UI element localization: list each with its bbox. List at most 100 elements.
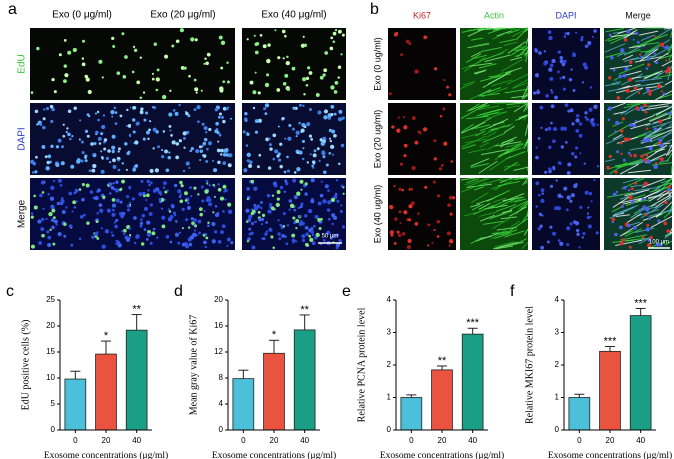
nucleus bbox=[533, 91, 537, 95]
nucleus bbox=[253, 186, 258, 191]
nucleus bbox=[218, 133, 222, 137]
fiber bbox=[631, 114, 655, 125]
nucleus bbox=[614, 232, 618, 237]
nucleus bbox=[537, 227, 542, 231]
nucleus bbox=[579, 152, 582, 155]
nucleus bbox=[105, 156, 109, 160]
nucleus bbox=[97, 118, 100, 122]
nucleus bbox=[132, 167, 136, 172]
nucleus bbox=[590, 200, 593, 203]
nucleus bbox=[217, 140, 220, 143]
nucleus bbox=[305, 76, 310, 81]
nucleus bbox=[535, 146, 538, 149]
fiber bbox=[487, 87, 502, 93]
nucleus bbox=[87, 89, 92, 95]
nucleus bbox=[246, 198, 249, 201]
nucleus bbox=[186, 201, 190, 205]
column-header: Ki67 bbox=[413, 10, 431, 20]
nucleus bbox=[30, 215, 34, 219]
nucleus bbox=[574, 155, 578, 159]
micrograph bbox=[388, 103, 456, 175]
column-header: Exo (20 μg/ml) bbox=[150, 10, 215, 21]
nucleus bbox=[407, 238, 412, 244]
nucleus bbox=[281, 234, 285, 238]
nucleus bbox=[102, 114, 106, 117]
nucleus bbox=[624, 66, 629, 72]
nucleus bbox=[179, 193, 183, 196]
nucleus bbox=[190, 147, 194, 151]
nucleus bbox=[132, 105, 137, 110]
nucleus bbox=[171, 205, 175, 209]
nucleus bbox=[106, 208, 112, 213]
nucleus bbox=[152, 127, 157, 132]
nucleus bbox=[199, 149, 204, 153]
nucleus bbox=[325, 163, 329, 167]
fiber bbox=[624, 228, 642, 237]
fiber bbox=[512, 82, 529, 89]
nucleus bbox=[629, 154, 633, 157]
fiber bbox=[646, 126, 671, 137]
nucleus bbox=[70, 243, 74, 247]
nucleus bbox=[86, 221, 90, 225]
nucleus bbox=[91, 168, 96, 173]
row-label: Exo (40 ug/ml) bbox=[372, 185, 382, 244]
nucleus bbox=[328, 137, 332, 140]
x-tick-label: 20 bbox=[270, 436, 279, 445]
fiber bbox=[460, 82, 474, 90]
nucleus bbox=[63, 39, 67, 42]
nucleus bbox=[30, 212, 34, 215]
nucleus bbox=[323, 109, 329, 114]
nucleus bbox=[321, 151, 326, 156]
nucleus bbox=[33, 205, 38, 210]
fiber bbox=[618, 63, 645, 75]
nucleus bbox=[654, 161, 658, 165]
fiber bbox=[655, 90, 673, 101]
fiber bbox=[478, 211, 498, 217]
nucleus bbox=[538, 51, 542, 55]
nucleus bbox=[195, 149, 200, 154]
nucleus bbox=[329, 46, 334, 51]
nucleus bbox=[335, 179, 339, 182]
nucleus bbox=[101, 76, 104, 79]
nucleus bbox=[181, 242, 186, 247]
nucleus bbox=[332, 31, 337, 36]
nucleus bbox=[288, 199, 293, 203]
nucleus bbox=[574, 183, 578, 186]
fiber bbox=[612, 134, 623, 140]
nucleus bbox=[411, 165, 416, 171]
y-tick-label: 1 bbox=[387, 393, 392, 402]
nucleus bbox=[279, 164, 283, 169]
x-axis-label: Exosome concentrations (μg/ml) bbox=[212, 450, 336, 459]
nucleus bbox=[612, 68, 616, 72]
nucleus bbox=[302, 157, 305, 161]
nucleus bbox=[168, 151, 171, 154]
nucleus bbox=[634, 119, 638, 122]
nucleus bbox=[66, 127, 69, 130]
nucleus bbox=[133, 48, 138, 52]
nucleus bbox=[611, 217, 616, 222]
nucleus bbox=[59, 184, 63, 187]
nucleus bbox=[667, 111, 672, 116]
nucleus bbox=[111, 203, 117, 208]
fiber bbox=[511, 27, 529, 38]
nucleus bbox=[274, 29, 277, 32]
fiber bbox=[521, 85, 529, 100]
nucleus bbox=[78, 188, 82, 191]
nucleus bbox=[205, 180, 209, 183]
nucleus bbox=[286, 155, 289, 159]
nucleus bbox=[567, 162, 572, 167]
nucleus bbox=[146, 193, 150, 198]
fiber bbox=[642, 85, 665, 95]
nucleus bbox=[632, 225, 637, 230]
nucleus bbox=[285, 60, 290, 66]
nucleus bbox=[567, 109, 571, 113]
nucleus bbox=[182, 131, 187, 136]
nucleus bbox=[246, 240, 250, 243]
nucleus bbox=[81, 39, 85, 43]
fiber bbox=[507, 29, 520, 35]
nucleus bbox=[49, 160, 52, 164]
fiber bbox=[649, 132, 673, 143]
nucleus bbox=[68, 191, 73, 196]
fiber bbox=[461, 27, 483, 33]
fiber bbox=[494, 141, 522, 147]
